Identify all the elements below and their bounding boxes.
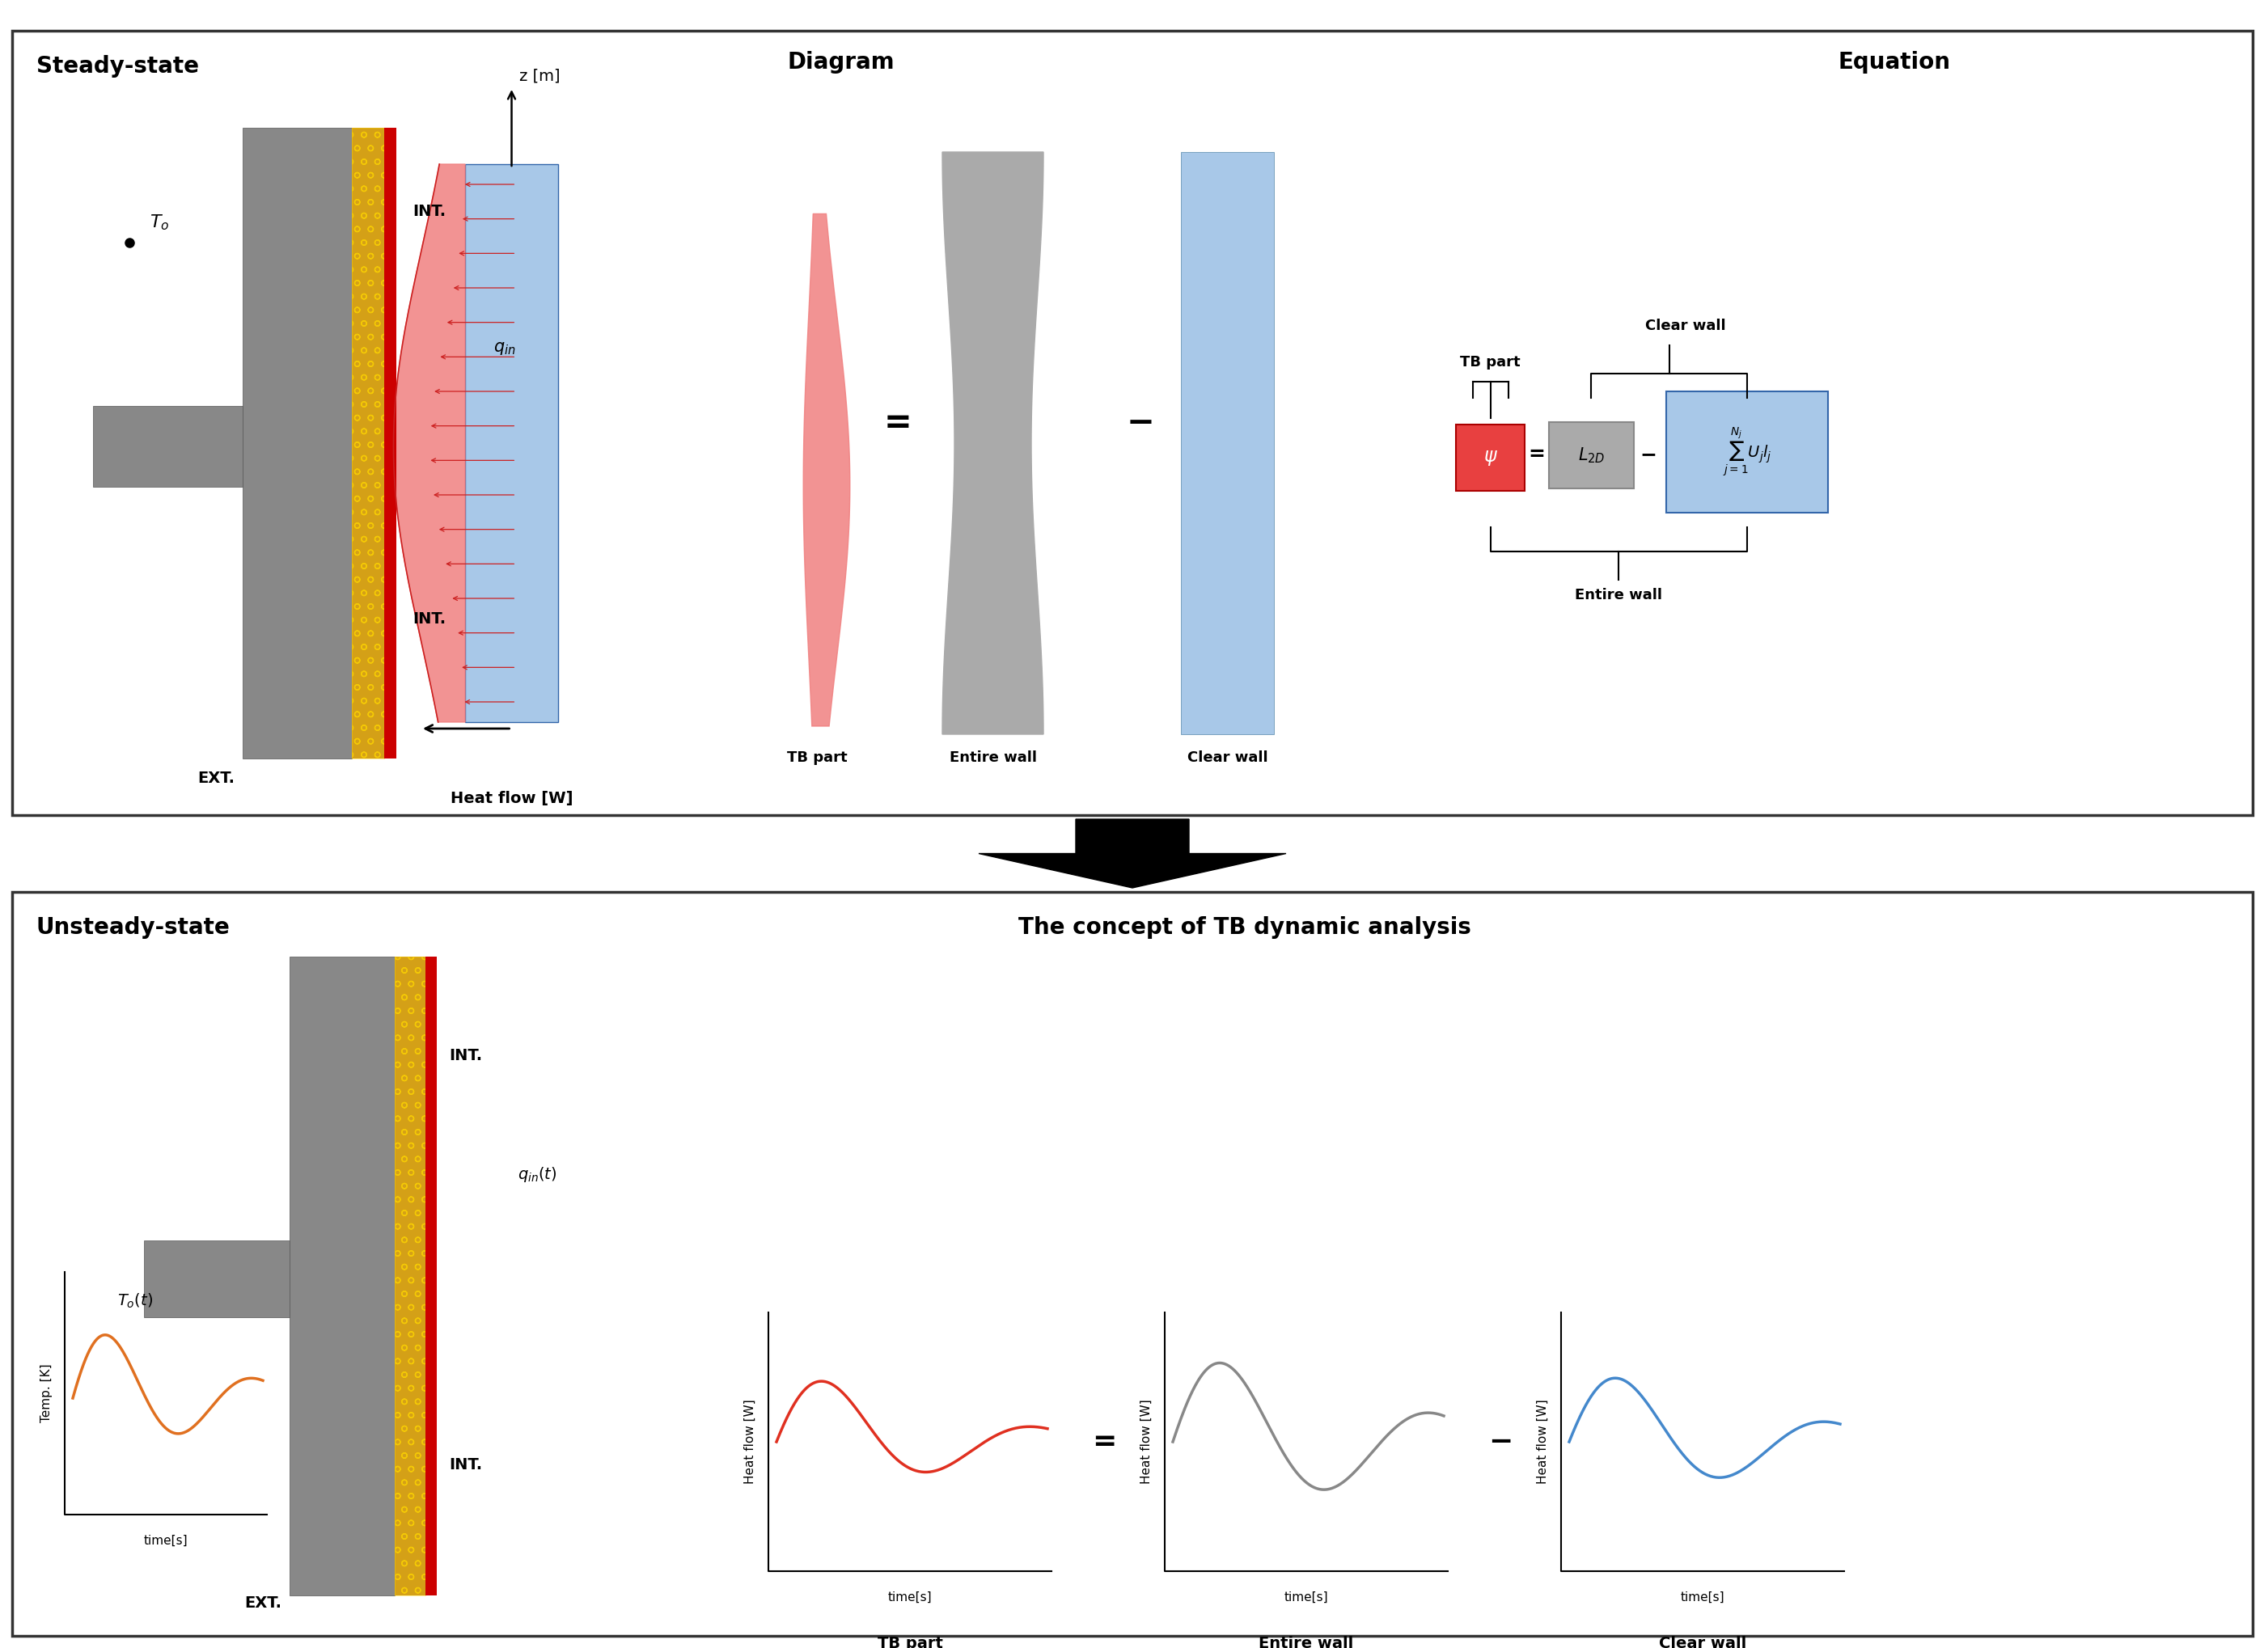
Bar [383,129,397,758]
Text: −: − [1488,1429,1513,1455]
Bar [395,956,426,1595]
Text: Heat flow [W]: Heat flow [W] [744,1399,755,1485]
Text: INT.: INT. [413,611,447,626]
Bar [1182,152,1275,735]
Text: Entire wall: Entire wall [950,750,1036,765]
Bar [426,956,438,1595]
Text: Heat flow [W]: Heat flow [W] [1538,1399,1549,1485]
Polygon shape [803,214,850,727]
Text: Unsteady-state: Unsteady-state [36,916,231,939]
Text: Heat flow [W]: Heat flow [W] [1141,1399,1152,1485]
Text: $\psi$: $\psi$ [1483,448,1497,468]
Text: Clear wall: Clear wall [1644,318,1726,333]
Text: Entire wall: Entire wall [1574,588,1662,602]
Text: TB part: TB part [878,1636,943,1648]
Bar [243,129,352,758]
Text: =: = [885,405,912,440]
Text: The concept of TB dynamic analysis: The concept of TB dynamic analysis [1018,916,1472,939]
Text: TB part: TB part [787,750,848,765]
Text: $q_{in}(t)$: $q_{in}(t)$ [517,1165,558,1183]
Bar [11,892,2252,1636]
Bar [290,956,395,1595]
Text: Steady-state: Steady-state [36,54,200,77]
Text: $q_{in}$: $q_{in}$ [494,341,515,356]
Text: time[s]: time[s] [143,1534,188,1547]
Bar [93,405,243,486]
Text: time[s]: time[s] [1681,1592,1724,1604]
Polygon shape [392,165,465,722]
Text: $L_{2D}$: $L_{2D}$ [1579,445,1606,465]
Text: EXT.: EXT. [245,1595,281,1612]
Text: $T_o(t)$: $T_o(t)$ [118,1292,152,1310]
Polygon shape [980,819,1286,888]
Text: INT.: INT. [449,1048,483,1063]
Text: Entire wall: Entire wall [1259,1636,1354,1648]
Text: $T_o$: $T_o$ [150,213,170,232]
Text: Heat flow [W]: Heat flow [W] [451,791,574,806]
Bar [1456,425,1524,491]
Text: TB part: TB part [1461,354,1520,369]
Polygon shape [941,152,1043,735]
Bar [395,956,426,1595]
Text: INT.: INT. [449,1457,483,1472]
Text: −: − [1640,445,1658,465]
Text: Clear wall: Clear wall [1658,1636,1746,1648]
Text: Equation: Equation [1837,51,1950,74]
Text: time[s]: time[s] [887,1592,932,1604]
Text: =: = [1091,1429,1116,1455]
Text: EXT.: EXT. [197,771,234,786]
Bar [143,1241,290,1317]
Bar [465,165,558,722]
Bar [352,129,383,758]
Text: Diagram: Diagram [787,51,896,74]
Text: $\sum_{j=1}^{N_j} U_j l_j$: $\sum_{j=1}^{N_j} U_j l_j$ [1724,425,1771,478]
Bar [1667,391,1828,513]
Text: Temp. [K]: Temp. [K] [41,1365,52,1422]
Bar [352,129,383,758]
Text: time[s]: time[s] [1284,1592,1329,1604]
Text: z [m]: z [m] [519,68,560,84]
Text: −: − [1127,405,1154,440]
Text: Clear wall: Clear wall [1186,750,1268,765]
Bar [1549,422,1633,488]
Text: INT.: INT. [413,203,447,219]
Bar [11,31,2252,816]
Text: =: = [1529,445,1545,465]
